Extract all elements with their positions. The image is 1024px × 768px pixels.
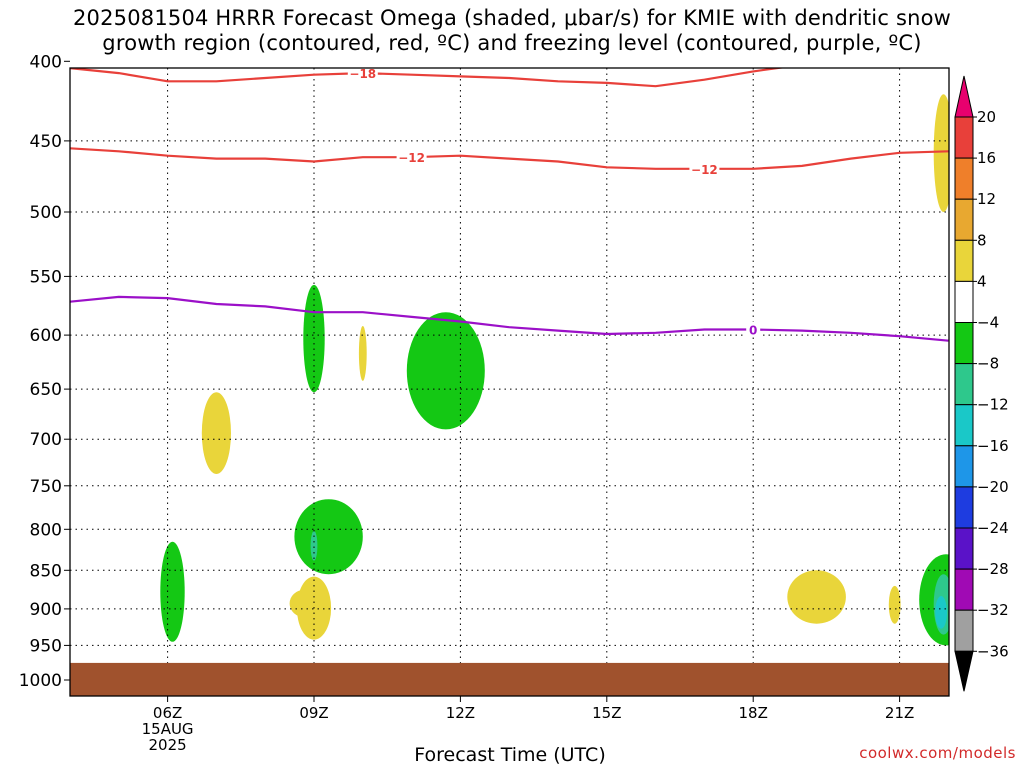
contour-label-bg xyxy=(746,321,761,337)
plot-frame xyxy=(69,67,950,697)
x-tick-label: 09Z xyxy=(299,704,328,722)
omega-region xyxy=(201,392,231,474)
colorbar-bottom-triangle xyxy=(954,650,974,692)
colorbar-label: 8 xyxy=(977,231,987,249)
colorbar-segment xyxy=(954,527,974,570)
chart-title-line-1: 2025081504 HRRR Forecast Omega (shaded, … xyxy=(72,6,952,30)
omega-region xyxy=(289,589,319,618)
omega-region xyxy=(406,312,485,430)
colorbar-segment xyxy=(954,198,974,241)
colorbar-label: −8 xyxy=(977,355,999,373)
colorbar-segment xyxy=(954,239,974,282)
contour-line xyxy=(70,295,949,342)
colorbar-segment xyxy=(954,404,974,447)
y-tick-label: 950 xyxy=(30,636,62,656)
omega-region xyxy=(935,596,947,629)
credit-text: coolwx.com/models xyxy=(859,744,1016,762)
ground-surface xyxy=(70,662,949,696)
colorbar-label: −12 xyxy=(977,396,1009,414)
omega-region xyxy=(358,326,367,381)
contour-label-bg xyxy=(396,149,427,165)
omega-region xyxy=(160,541,185,642)
x-tick-label: 06Z xyxy=(153,704,182,722)
colorbar-label: −32 xyxy=(977,601,1009,619)
colorbar-label: −20 xyxy=(977,478,1009,496)
contour-label-bg xyxy=(689,160,720,176)
omega-region xyxy=(888,585,901,624)
colorbar-segment xyxy=(954,363,974,406)
x-tick-label: 18Z xyxy=(739,704,768,722)
omega-region xyxy=(933,94,949,212)
colorbar-label: −28 xyxy=(977,560,1009,578)
y-tick-label: 450 xyxy=(30,132,62,152)
contour-line xyxy=(70,147,949,170)
colorbar-label: −36 xyxy=(977,642,1009,660)
colorbar-label: 16 xyxy=(977,149,996,167)
y-tick-label: 900 xyxy=(30,600,62,620)
omega-region xyxy=(787,570,846,624)
colorbar-label: 4 xyxy=(977,272,987,290)
colorbar-segment xyxy=(954,568,974,611)
omega-region xyxy=(294,499,363,575)
x-axis-label: Forecast Time (UTC) xyxy=(414,744,606,766)
y-tick-label: 400 xyxy=(30,52,62,72)
y-tick-label: 800 xyxy=(30,520,62,540)
colorbar-segment xyxy=(954,609,974,652)
colorbar-label: −4 xyxy=(977,314,999,332)
contour-label-bg xyxy=(347,68,378,81)
y-tick-label: 750 xyxy=(30,477,62,497)
contour-label: 0 xyxy=(749,324,757,338)
omega-region xyxy=(692,0,726,18)
y-tick-label: 850 xyxy=(30,561,62,581)
contour-label: −12 xyxy=(398,151,425,165)
colorbar-segment xyxy=(954,116,974,159)
y-tick-label: 600 xyxy=(30,326,62,346)
x-tick-label: 15Z xyxy=(592,704,621,722)
colorbar-top-triangle xyxy=(954,75,974,118)
contour-label: −18 xyxy=(349,67,376,81)
contour-label: −12 xyxy=(691,163,718,177)
contour-line xyxy=(70,68,787,88)
colorbar-segment xyxy=(954,445,974,488)
colorbar-label: 12 xyxy=(977,190,996,208)
y-tick-label: 550 xyxy=(30,267,62,287)
y-tick-label: 650 xyxy=(30,380,62,400)
x-tick-label: 21Z xyxy=(885,704,914,722)
y-tick-label: 1000 xyxy=(19,671,62,691)
x-tick-label: 12Z xyxy=(446,704,475,722)
x-tick-sublabel: 2025 xyxy=(149,736,187,754)
colorbar-segment xyxy=(954,486,974,529)
omega-region xyxy=(310,531,318,561)
colorbar-label: 20 xyxy=(977,108,996,126)
y-tick-label: 500 xyxy=(30,203,62,223)
chart-title-line-2: growth region (contoured, red, ºC) and f… xyxy=(102,31,922,55)
colorbar-label: −24 xyxy=(977,519,1009,537)
x-tick-sublabel: 15AUG xyxy=(142,720,194,738)
colorbar-segment xyxy=(954,322,974,365)
colorbar-label: −16 xyxy=(977,437,1009,455)
colorbar-segment xyxy=(954,280,974,323)
y-tick-label: 700 xyxy=(30,430,62,450)
chart-title: 2025081504 HRRR Forecast Omega (shaded, … xyxy=(0,6,1024,56)
colorbar-segment xyxy=(954,157,974,200)
